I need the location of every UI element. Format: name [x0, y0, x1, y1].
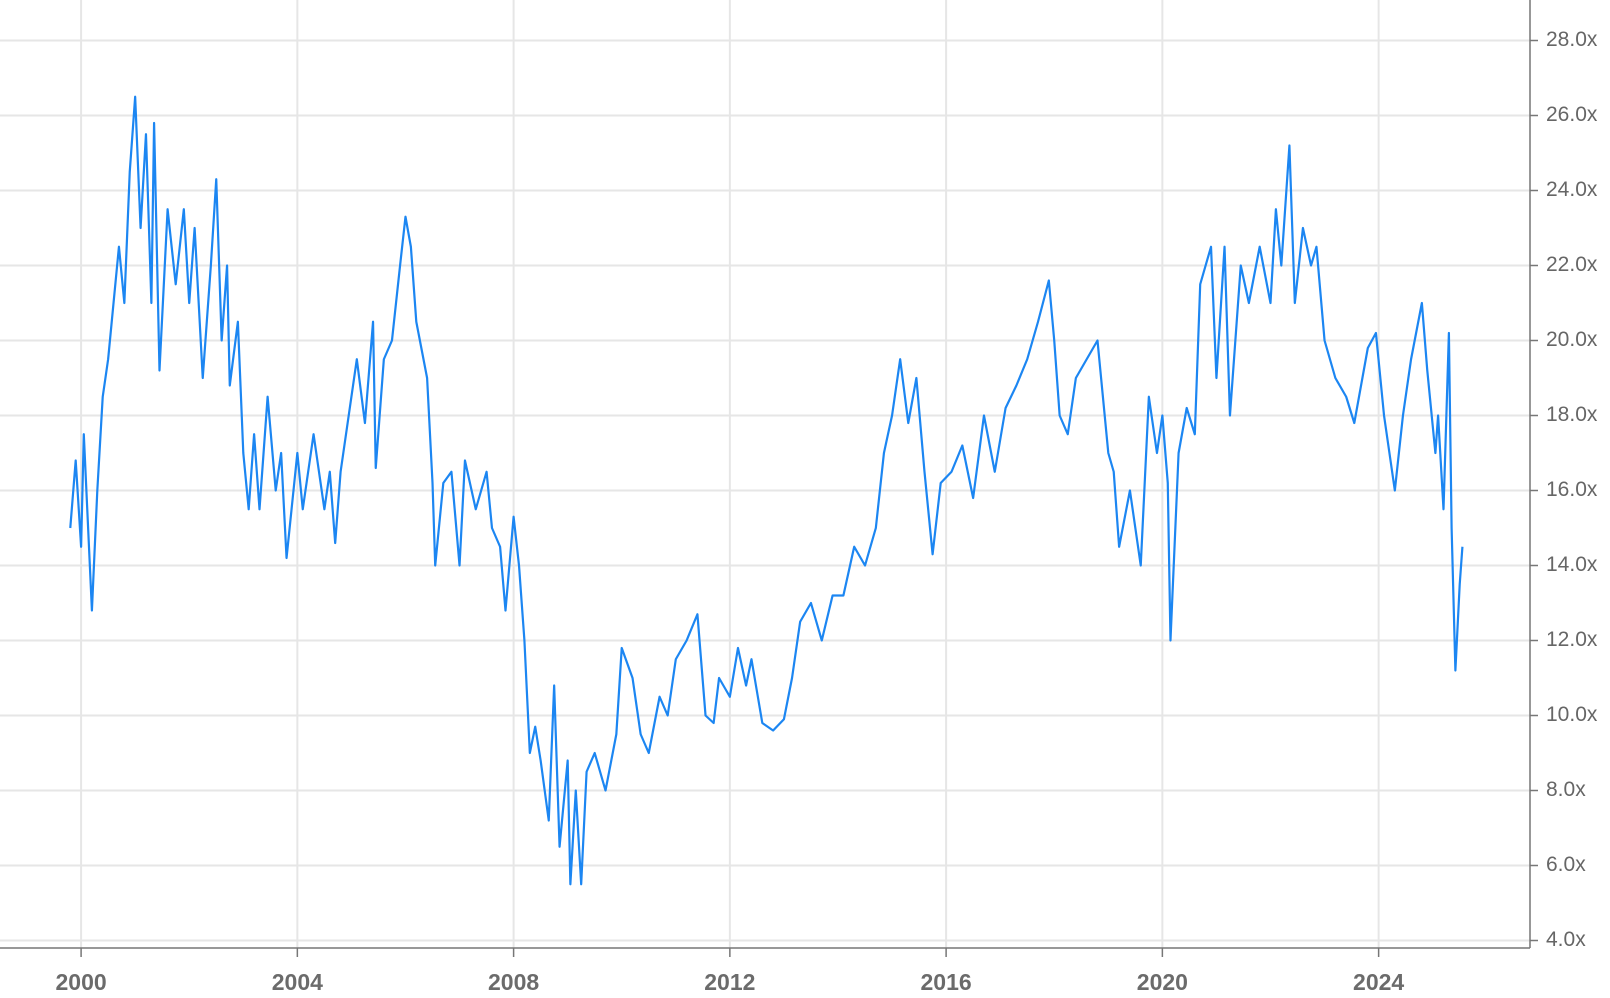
y-tick-label: 24.0x: [1546, 178, 1598, 201]
line: [69, 95, 1464, 886]
y-tick-label: 6.0x: [1546, 853, 1586, 876]
x-tick-label: 2000: [56, 969, 107, 995]
y-tick-label: 12.0x: [1546, 628, 1598, 651]
y-tick-label: 22.0x: [1546, 253, 1598, 276]
y-tick-label: 14.0x: [1546, 553, 1598, 576]
x-tick-label: 2016: [921, 969, 972, 995]
y-tick-label: 20.0x: [1546, 328, 1598, 351]
x-tick-label: 2012: [704, 969, 755, 995]
x-tick-label: 2004: [272, 969, 323, 995]
y-tick-label: 4.0x: [1546, 928, 1586, 951]
y-tick-label: 18.0x: [1546, 403, 1598, 426]
y-tick-label: 26.0x: [1546, 103, 1598, 126]
y-tick-label: 10.0x: [1546, 703, 1598, 726]
y-tick-label: 8.0x: [1546, 778, 1586, 801]
x-tick-label: 2024: [1353, 969, 1404, 995]
x-tick-label: 2020: [1137, 969, 1188, 995]
y-tick-label: 16.0x: [1546, 478, 1598, 501]
y-tick-label: 28.0x: [1546, 28, 1598, 51]
x-tick-label: 2008: [488, 969, 539, 995]
